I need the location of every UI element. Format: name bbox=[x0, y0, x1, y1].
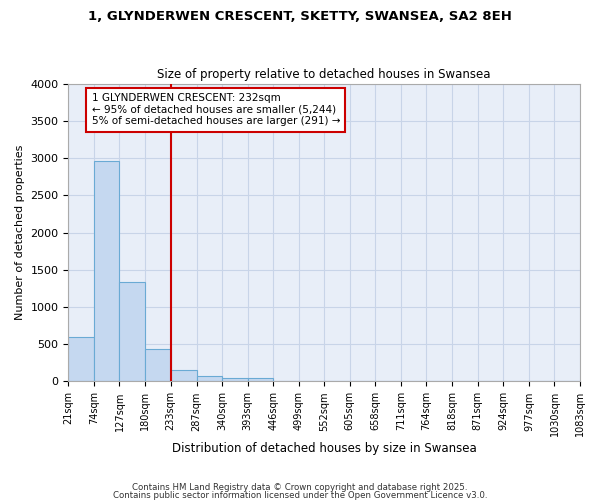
Bar bbox=[197, 376, 222, 382]
Bar bbox=[119, 282, 145, 382]
Bar bbox=[94, 161, 119, 382]
Y-axis label: Number of detached properties: Number of detached properties bbox=[15, 145, 25, 320]
Title: Size of property relative to detached houses in Swansea: Size of property relative to detached ho… bbox=[157, 68, 491, 81]
Text: Contains HM Land Registry data © Crown copyright and database right 2025.: Contains HM Land Registry data © Crown c… bbox=[132, 484, 468, 492]
X-axis label: Distribution of detached houses by size in Swansea: Distribution of detached houses by size … bbox=[172, 442, 476, 455]
Text: 1 GLYNDERWEN CRESCENT: 232sqm
← 95% of detached houses are smaller (5,244)
5% of: 1 GLYNDERWEN CRESCENT: 232sqm ← 95% of d… bbox=[92, 93, 340, 126]
Bar bbox=[248, 378, 273, 382]
Bar bbox=[222, 378, 248, 382]
Bar bbox=[170, 370, 197, 382]
Bar bbox=[145, 350, 170, 382]
Text: Contains public sector information licensed under the Open Government Licence v3: Contains public sector information licen… bbox=[113, 490, 487, 500]
Bar bbox=[68, 337, 94, 382]
Text: 1, GLYNDERWEN CRESCENT, SKETTY, SWANSEA, SA2 8EH: 1, GLYNDERWEN CRESCENT, SKETTY, SWANSEA,… bbox=[88, 10, 512, 23]
